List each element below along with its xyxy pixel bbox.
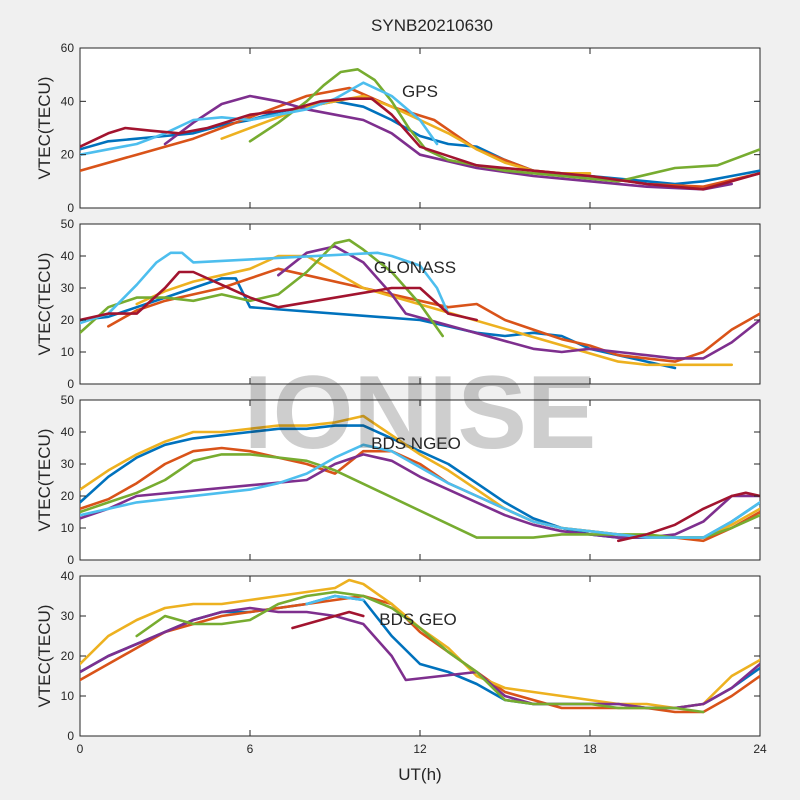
series-line-4 bbox=[248, 68, 760, 183]
y-tick-label: 40 bbox=[61, 94, 75, 108]
plot-area bbox=[79, 575, 761, 737]
y-tick-label: 10 bbox=[61, 345, 75, 359]
series-line-6 bbox=[80, 97, 760, 191]
panel-label: BDS NGEO bbox=[371, 434, 461, 453]
y-tick-label: 50 bbox=[61, 217, 75, 231]
y-tick-label: 20 bbox=[61, 148, 75, 162]
y-tick-label: 0 bbox=[67, 553, 74, 567]
y-tick-label: 40 bbox=[61, 425, 75, 439]
series-line-6 bbox=[291, 610, 365, 630]
x-tick-label: 12 bbox=[413, 742, 427, 756]
series-line-5 bbox=[80, 251, 450, 325]
series-line-6 bbox=[80, 270, 478, 322]
series-line-4 bbox=[80, 238, 444, 338]
series-line-4 bbox=[135, 590, 705, 714]
y-tick-label: 0 bbox=[67, 201, 74, 215]
panel-3: 0 10 20 30 40 0 6 12 18 24 VTEC(TECU) BDS GEO bbox=[35, 569, 767, 756]
y-tick-label: 30 bbox=[61, 281, 75, 295]
series-line-2 bbox=[80, 578, 760, 710]
y-tick-label: 30 bbox=[61, 609, 75, 623]
panel-label: GPS bbox=[402, 82, 438, 101]
y-tick-label: 40 bbox=[61, 249, 75, 263]
panel-1: 0 10 20 30 40 50 VTEC(TECU) GLONASS bbox=[35, 217, 761, 391]
x-axis-label: UT(h) bbox=[398, 765, 441, 784]
series-group bbox=[80, 238, 760, 370]
chart-title: SYNB20210630 bbox=[371, 16, 493, 35]
x-tick-label: 24 bbox=[753, 742, 767, 756]
y-tick-label: 10 bbox=[61, 689, 75, 703]
y-tick-label: 0 bbox=[67, 377, 74, 391]
y-tick-label: 20 bbox=[61, 313, 75, 327]
y-tick-label: 30 bbox=[61, 457, 75, 471]
series-line-0 bbox=[80, 100, 760, 186]
series-group bbox=[80, 68, 760, 191]
series-line-5 bbox=[80, 443, 760, 539]
series-line-3 bbox=[163, 94, 733, 191]
panel-label: BDS GEO bbox=[379, 610, 456, 629]
x-tick-label: 0 bbox=[77, 742, 84, 756]
series-line-3 bbox=[277, 245, 760, 360]
series-line-6 bbox=[617, 491, 760, 543]
series-line-5 bbox=[305, 594, 365, 606]
series-line-5 bbox=[80, 81, 439, 156]
y-tick-label: 10 bbox=[61, 521, 75, 535]
panel-label: GLONASS bbox=[374, 258, 456, 277]
y-tick-label: 20 bbox=[61, 649, 75, 663]
panel-2: 0 10 20 30 40 50 VTEC(TECU) BDS NGEO bbox=[35, 393, 761, 567]
y-axis-label: VTEC(TECU) bbox=[35, 605, 54, 708]
y-tick-label: 20 bbox=[61, 489, 75, 503]
x-tick-label: 6 bbox=[247, 742, 254, 756]
series-line-1 bbox=[107, 267, 760, 363]
panel-0: 0 20 40 60 VTEC(TECU) GPS bbox=[35, 41, 761, 215]
y-axis-label: VTEC(TECU) bbox=[35, 77, 54, 180]
y-tick-label: 40 bbox=[61, 569, 75, 583]
y-tick-label: 50 bbox=[61, 393, 75, 407]
series-group bbox=[80, 414, 760, 543]
y-tick-label: 60 bbox=[61, 41, 75, 55]
y-axis-label: VTEC(TECU) bbox=[35, 253, 54, 356]
x-tick-label: 18 bbox=[583, 742, 597, 756]
series-line-3 bbox=[80, 453, 760, 539]
series-group bbox=[80, 578, 760, 714]
y-axis-label: VTEC(TECU) bbox=[35, 429, 54, 532]
series-line-2 bbox=[135, 254, 733, 367]
y-tick-label: 0 bbox=[67, 729, 74, 743]
watermark: IONISE bbox=[244, 355, 597, 471]
